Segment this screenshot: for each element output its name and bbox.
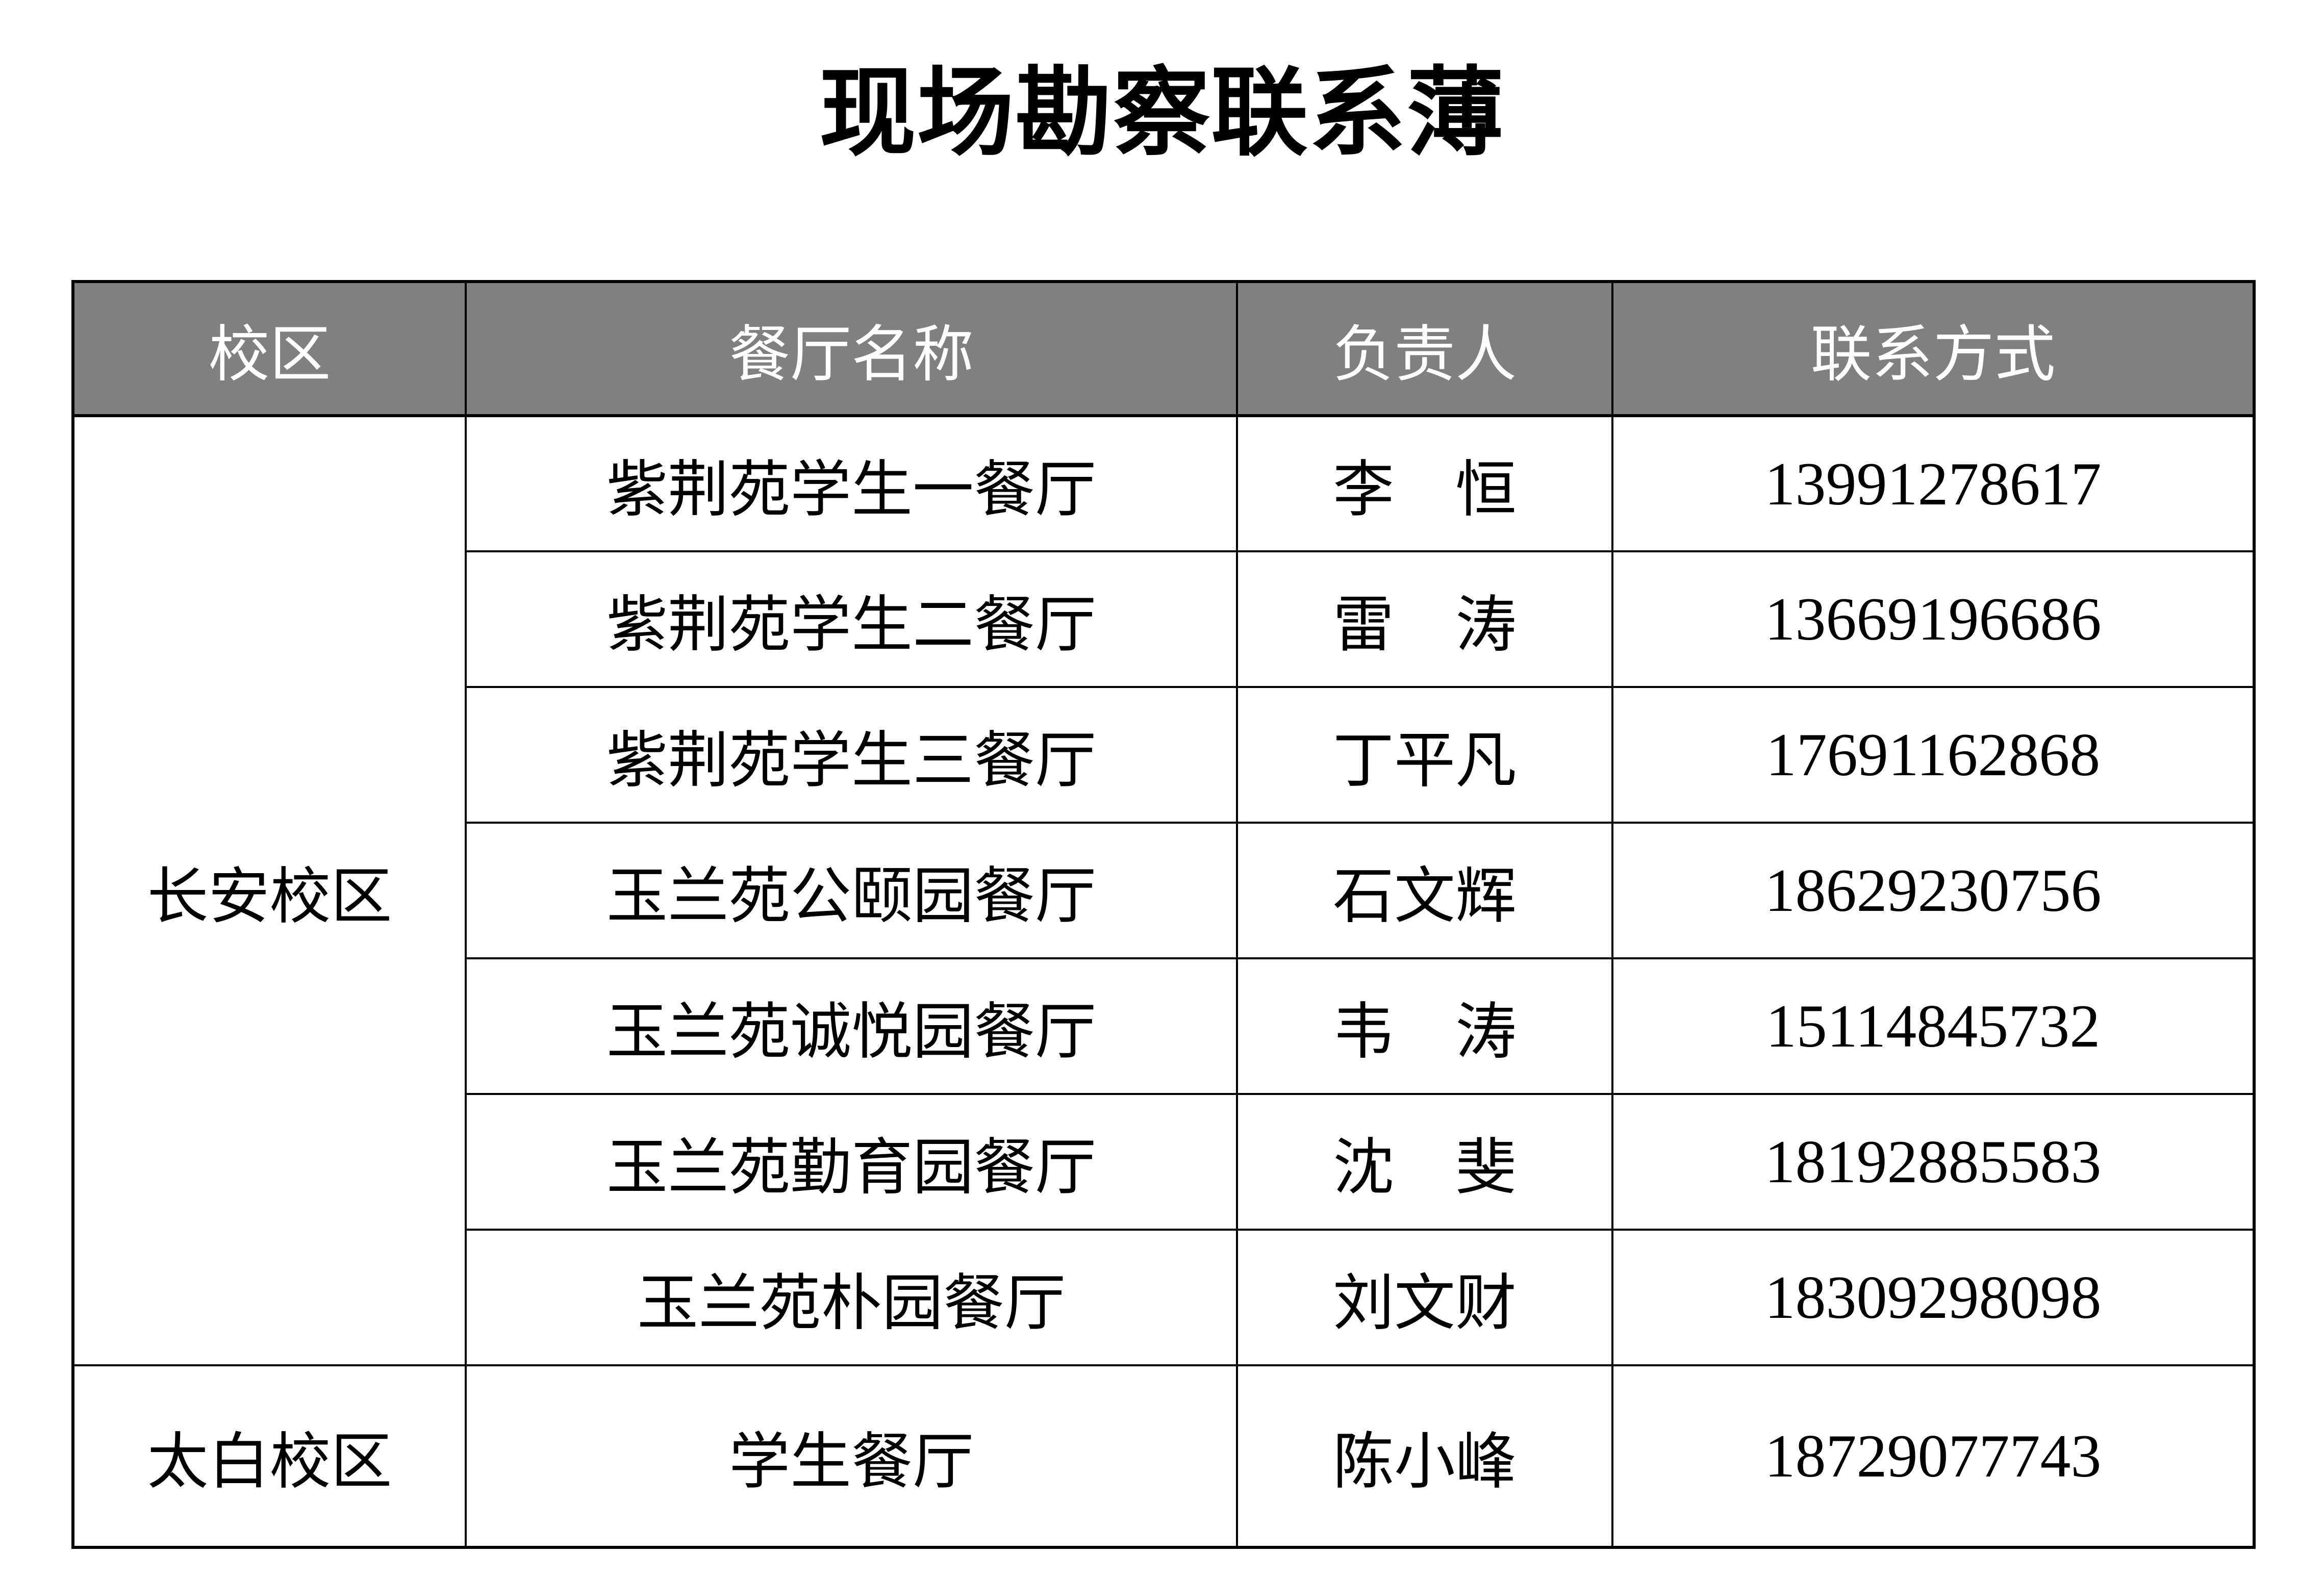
- cell-person: 韦 涛: [1236, 957, 1613, 1095]
- cell-restaurant: 学生餐厅: [465, 1364, 1238, 1548]
- cell-phone: 15114845732: [1611, 957, 2255, 1095]
- cell-phone: 18629230756: [1611, 822, 2255, 959]
- header-restaurant: 餐厅名称: [465, 280, 1238, 417]
- table-row: 太白校区 学生餐厅 陈小峰 18729077743: [72, 1364, 2255, 1548]
- page-title: 现场勘察联系薄: [819, 61, 1505, 168]
- header-person: 负责人: [1236, 280, 1613, 417]
- header-row: 校区 餐厅名称 负责人 联系方式: [72, 280, 2255, 417]
- cell-phone: 18192885583: [1611, 1093, 2255, 1231]
- cell-campus-changan: 长安校区: [72, 415, 467, 1366]
- table-row: 紫荆苑学生二餐厅 雷 涛 13669196686: [73, 550, 2255, 688]
- table-row: 紫荆苑学生三餐厅 丁平凡 17691162868: [73, 686, 2255, 824]
- cell-phone: 13669196686: [1611, 550, 2255, 688]
- table-row: 玉兰苑朴园餐厅 刘文财 18309298098: [73, 1229, 2255, 1366]
- cell-restaurant: 紫荆苑学生二餐厅: [465, 550, 1238, 688]
- cell-restaurant: 玉兰苑公颐园餐厅: [465, 822, 1238, 959]
- header-phone: 联系方式: [1611, 280, 2255, 417]
- contact-table: 校区 餐厅名称 负责人 联系方式 长安校区 紫荆苑学生一餐厅 李 恒 13991…: [71, 280, 2256, 1549]
- cell-phone: 18309298098: [1611, 1229, 2255, 1366]
- cell-person: 雷 涛: [1236, 550, 1613, 688]
- cell-campus-taibai: 太白校区: [72, 1364, 467, 1548]
- cell-phone: 18729077743: [1611, 1364, 2255, 1548]
- cell-restaurant: 紫荆苑学生一餐厅: [465, 415, 1238, 552]
- header-campus: 校区: [72, 280, 467, 417]
- cell-restaurant: 紫荆苑学生三餐厅: [465, 686, 1238, 824]
- cell-restaurant: 玉兰苑诚悦园餐厅: [465, 957, 1238, 1095]
- cell-person: 刘文财: [1236, 1229, 1613, 1366]
- cell-restaurant: 玉兰苑朴园餐厅: [465, 1229, 1238, 1366]
- table-row: 玉兰苑公颐园餐厅 石文辉 18629230756: [73, 822, 2255, 959]
- cell-person: 李 恒: [1236, 415, 1613, 552]
- cell-person: 丁平凡: [1236, 686, 1613, 824]
- table-row: 长安校区 紫荆苑学生一餐厅 李 恒 13991278617: [72, 415, 2255, 1366]
- table-row: 玉兰苑勤育园餐厅 沈 斐 18192885583: [73, 1093, 2255, 1231]
- cell-restaurant: 玉兰苑勤育园餐厅: [465, 1093, 1238, 1231]
- table-row: 玉兰苑诚悦园餐厅 韦 涛 15114845732: [73, 957, 2255, 1095]
- cell-person: 陈小峰: [1236, 1364, 1613, 1548]
- cell-person: 沈 斐: [1236, 1093, 1613, 1231]
- cell-phone: 13991278617: [1611, 415, 2255, 552]
- cell-phone: 17691162868: [1611, 686, 2255, 824]
- cell-person: 石文辉: [1236, 822, 1613, 959]
